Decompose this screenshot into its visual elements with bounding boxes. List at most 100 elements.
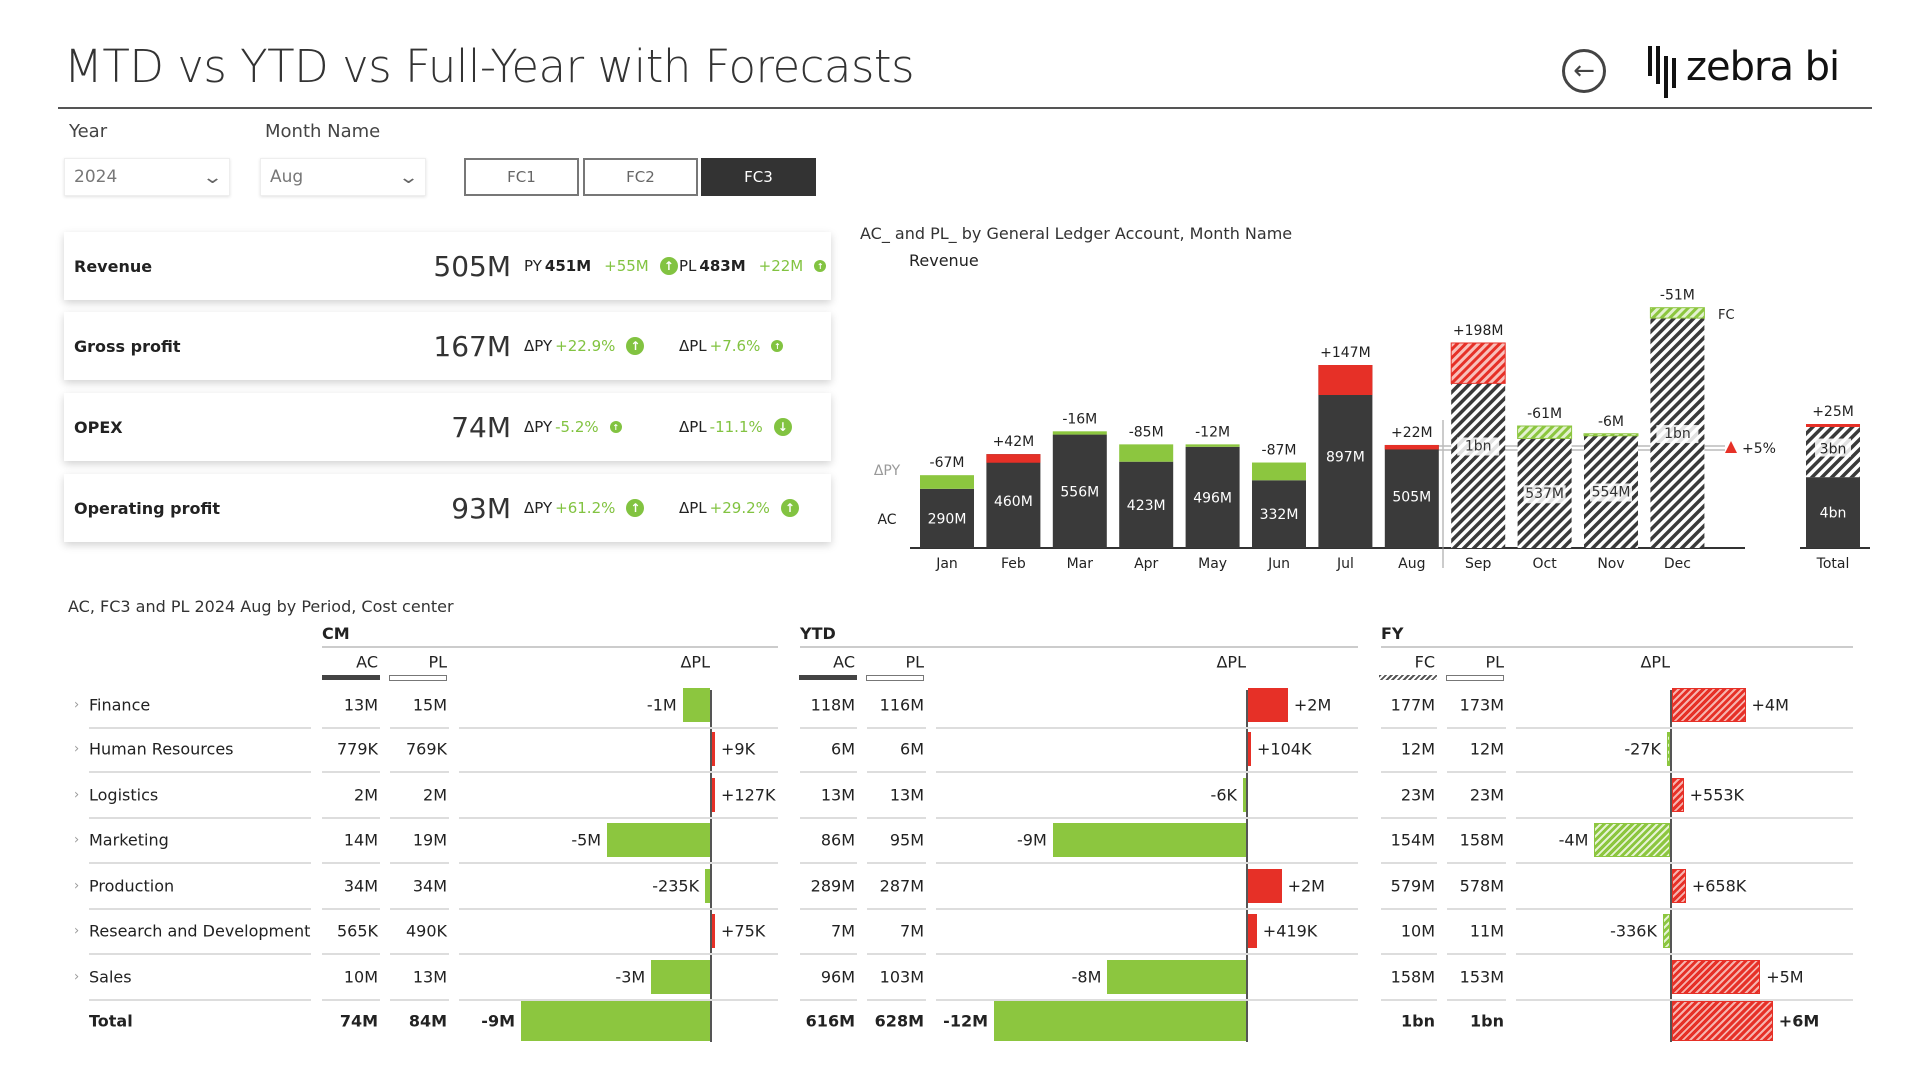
cell-fy-1: 177M <box>1390 695 1435 715</box>
delta-bar-cm <box>712 732 715 766</box>
cell-cm-1: 2M <box>354 785 378 805</box>
row-label: Production <box>89 876 175 896</box>
delta-axis-line <box>1246 690 1248 1042</box>
cell-fy-2: 158M <box>1459 830 1504 850</box>
delta-bar-ytd <box>1107 960 1246 994</box>
value-label-Nov: 554M <box>1592 484 1631 500</box>
value-label-Dec: 1bn <box>1664 426 1691 442</box>
delta-label-Mar: -16M <box>1062 411 1097 427</box>
kpi-card[interactable]: Gross profit 167M ΔPY +22.9% ↑ ΔPL +7.6% ↑ <box>64 312 831 380</box>
row-divider <box>936 817 1358 819</box>
delta-label-cm: +9K <box>721 739 756 759</box>
fc1-button[interactable]: FC1 <box>464 158 579 196</box>
month-dropdown[interactable]: Aug ⌄ <box>260 158 426 196</box>
cell-cm-1: 13M <box>343 695 378 715</box>
total-delta-bar <box>1806 424 1860 427</box>
cell-cm-1: 74M <box>339 1011 378 1031</box>
bar-Jun[interactable] <box>1252 480 1306 548</box>
month-label-Jun: Jun <box>1267 556 1290 572</box>
fc2-button[interactable]: FC2 <box>583 158 698 196</box>
row-divider <box>1381 953 1437 955</box>
delta-label-ytd: +2M <box>1293 695 1332 715</box>
value-label-Feb: 460M <box>994 494 1033 510</box>
arrow-up-circle-icon: ↑ <box>780 499 799 517</box>
kpi-card[interactable]: Revenue 505M PY 451M +55M ↑ PL 483M +22M ↑ <box>64 232 831 300</box>
row-divider <box>89 999 311 1001</box>
kpi-label: Operating profit <box>74 498 220 518</box>
column-header: ΔPL <box>1216 652 1246 672</box>
delta-bar-fy <box>1672 960 1761 994</box>
cell-fy-2: 1bn <box>1470 1011 1504 1031</box>
chevron-right-icon[interactable]: › <box>74 741 80 757</box>
bar-Apr[interactable] <box>1119 461 1174 548</box>
delta-py-bar-Aug <box>1384 444 1439 450</box>
chevron-right-icon[interactable]: › <box>74 878 80 894</box>
total-ac-label: 4bn <box>1820 506 1847 522</box>
delta-bar-cm <box>607 823 710 857</box>
bar-Jan[interactable] <box>920 488 974 548</box>
delta-label-Nov: -6M <box>1598 414 1624 430</box>
bar-May[interactable] <box>1185 446 1240 548</box>
value-label-Jul: 897M <box>1326 450 1365 466</box>
arrow-up-circle-icon: ↑ <box>659 257 678 275</box>
row-divider <box>322 817 380 819</box>
triangle-up-icon <box>1725 441 1737 454</box>
row-divider <box>867 862 926 864</box>
row-divider <box>1381 727 1437 729</box>
comparison-value: 451M <box>544 257 592 275</box>
fc3-button[interactable]: FC3 <box>701 158 816 196</box>
delta-py-bar-Jul <box>1318 365 1373 395</box>
delta-label-fy: +5M <box>1766 967 1804 987</box>
row-divider <box>936 908 1358 910</box>
value-label-bg <box>1656 425 1699 444</box>
row-divider <box>800 862 857 864</box>
delta-label-cm: -3M <box>615 967 646 987</box>
value-label-bg <box>1523 485 1566 504</box>
bar-Feb[interactable] <box>986 454 1041 548</box>
cell-ytd-1: 616M <box>805 1011 855 1031</box>
chevron-right-icon[interactable]: › <box>74 832 80 848</box>
bar-Mar[interactable] <box>1052 434 1107 548</box>
comparison-delta: +55M <box>604 257 649 275</box>
year-dropdown[interactable]: 2024 ⌄ <box>64 158 230 196</box>
chevron-right-icon[interactable]: › <box>74 923 80 939</box>
delta-bar-cm <box>521 1001 710 1041</box>
delta-py-bar-May <box>1185 444 1240 447</box>
bar-Aug[interactable] <box>1384 444 1439 548</box>
row-divider <box>800 999 857 1001</box>
chevron-right-icon[interactable]: › <box>74 969 80 985</box>
chevron-right-icon[interactable]: › <box>74 697 80 713</box>
delta-py-bar-Feb <box>986 454 1041 463</box>
delta-bar-fy <box>1594 823 1670 857</box>
delta-label-cm: -9M <box>481 1011 515 1031</box>
column-header: ΔPL <box>1640 652 1670 672</box>
total-category-label: Total <box>1816 556 1850 572</box>
delta-label-cm: -235K <box>652 876 700 896</box>
delta-label-fy: -4M <box>1558 830 1589 850</box>
delta-bar-ytd <box>1248 914 1257 948</box>
row-divider <box>390 908 449 910</box>
cell-ytd-2: 6M <box>900 739 924 759</box>
row-divider <box>800 771 857 773</box>
cell-cm-1: 565K <box>336 921 378 941</box>
fc-legend-marker <box>1379 675 1437 680</box>
delta-row-label: ΔPY <box>874 463 901 479</box>
cell-ytd-1: 96M <box>820 967 855 987</box>
bar-Jul[interactable] <box>1318 365 1373 548</box>
cell-cm-2: 84M <box>408 1011 447 1031</box>
arrow-left-circle-icon[interactable]: ← <box>1562 49 1606 93</box>
cell-cm-2: 13M <box>412 967 447 987</box>
cell-ytd-2: 103M <box>879 967 924 987</box>
row-divider <box>459 999 778 1001</box>
kpi-card[interactable]: Operating profit 93M ΔPY +61.2% ↑ ΔPL +29.2% ↑ <box>64 474 831 542</box>
comparison-label: PL <box>679 257 697 275</box>
delta-label-fy: +4M <box>1751 695 1789 715</box>
arrow-down-circle-icon: ↓ <box>773 418 792 436</box>
kpi-card[interactable]: OPEX 74M ΔPY -5.2% ↑ ΔPL -11.1% ↓ <box>64 393 831 461</box>
row-divider <box>459 862 778 864</box>
row-divider <box>867 908 926 910</box>
delta-label-cm: -1M <box>646 695 677 715</box>
total-ac-bar[interactable] <box>1806 477 1860 548</box>
row-divider <box>936 999 1358 1001</box>
chevron-right-icon[interactable]: › <box>74 787 80 803</box>
